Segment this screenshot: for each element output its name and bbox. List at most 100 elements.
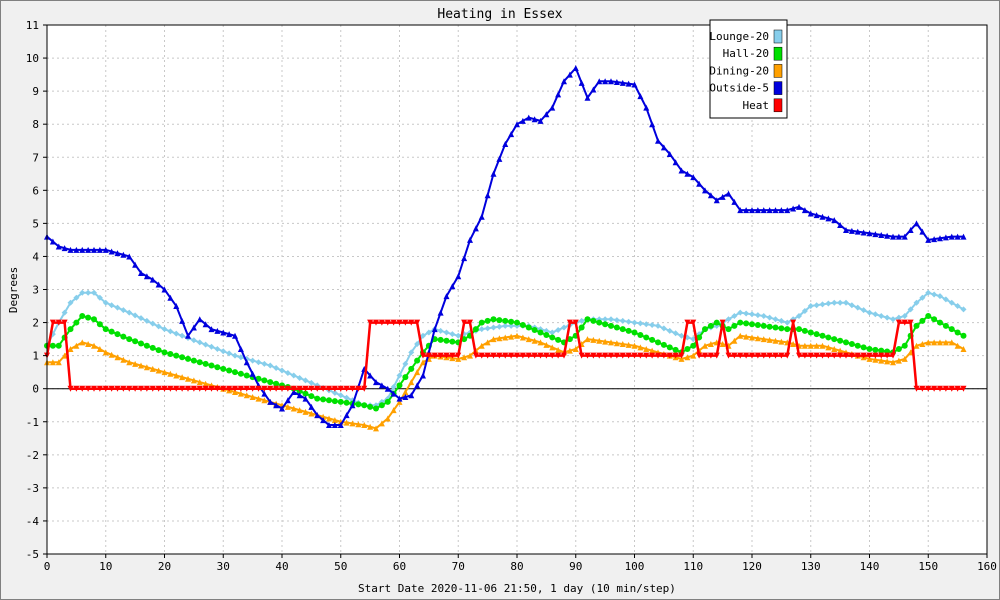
y-tick-label: -1 [26,416,39,429]
data-point [749,334,755,341]
data-point [502,141,509,148]
data-point [472,326,479,333]
data-point [478,342,485,349]
data-point [525,336,532,343]
data-point [296,407,303,414]
data-point [202,380,209,387]
data-point [514,121,520,128]
data-point [596,352,603,359]
data-point [678,167,685,174]
data-point [766,323,773,330]
data-point [537,329,544,336]
data-point [173,385,180,392]
data-point [161,369,168,376]
data-point [819,342,826,349]
data-point [790,341,797,348]
data-point [872,231,879,238]
data-point [555,91,562,98]
data-point [331,422,338,429]
data-point [555,346,562,353]
data-point [696,334,703,341]
data-point [942,322,949,329]
data-point [343,419,350,426]
data-point [890,359,896,366]
data-point [343,394,350,401]
data-point [913,385,920,392]
data-point [91,385,97,392]
data-point [261,397,268,404]
data-point [819,352,826,359]
data-point [237,385,244,392]
data-point [484,317,491,324]
data-point [361,422,368,429]
data-point [713,197,720,204]
data-point [155,281,162,288]
data-point [196,316,203,323]
data-point [878,231,885,238]
data-point [478,352,485,359]
data-point [895,319,902,326]
data-point [619,317,626,324]
data-point [279,405,285,412]
data-point [478,213,485,220]
data-point [267,385,274,392]
data-point [384,398,391,405]
data-point [660,144,667,151]
data-point [749,321,755,328]
data-point [784,326,791,333]
data-point [273,380,280,387]
x-tick-label: 0 [44,560,51,573]
data-point [349,385,356,392]
data-point [449,352,456,359]
data-point [537,117,544,124]
data-point [378,402,385,409]
data-point [843,339,849,346]
x-tick-label: 120 [742,560,762,573]
data-point [79,246,86,253]
data-point [872,356,879,363]
data-point [249,385,256,392]
data-point [819,301,826,308]
data-point [925,312,932,319]
data-point [884,314,891,321]
data-point [819,332,826,339]
data-point [308,393,315,400]
data-point [337,398,344,405]
data-point [202,385,209,392]
data-point [284,369,291,376]
data-point [543,327,550,334]
data-point [860,344,867,351]
data-point [155,323,162,330]
data-point [696,180,703,187]
data-point [519,117,526,124]
data-point [390,407,397,414]
data-point [249,357,256,364]
data-point [490,336,497,343]
data-point [825,344,832,351]
data-point [132,261,139,268]
data-point [743,207,750,214]
data-point [390,319,397,326]
data-point [678,332,685,339]
data-point [937,235,943,242]
data-point [666,344,673,351]
data-point [807,303,814,310]
data-point [367,372,374,379]
legend-label-outside-5: Outside-5 [709,82,769,95]
data-point [138,385,144,392]
x-tick-label: 50 [334,560,347,573]
data-point [813,212,820,219]
data-point [555,336,562,343]
x-tick-label: 60 [393,560,406,573]
data-point [490,352,497,359]
legend-swatch-outside-5 [773,81,783,95]
data-point [596,319,603,326]
data-point [102,299,109,306]
data-point [296,374,303,381]
x-axis-label: Start Date 2020-11-06 21:50, 1 day (10 m… [358,582,676,595]
data-point [490,316,497,323]
data-point [443,352,450,359]
data-point [713,319,720,326]
data-point [766,314,773,321]
data-point [796,352,802,359]
